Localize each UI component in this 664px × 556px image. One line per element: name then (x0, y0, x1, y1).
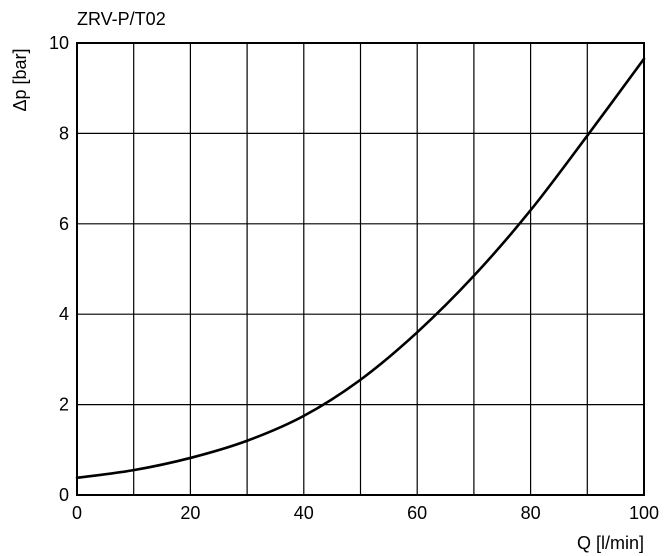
y-tick-label: 4 (59, 304, 69, 324)
grid-lines (77, 43, 644, 495)
y-axis-label: Δp [bar] (10, 48, 30, 111)
chart-title: ZRV-P/T02 (77, 9, 166, 29)
series-line (75, 57, 646, 480)
x-tick-label: 0 (72, 503, 82, 523)
x-tick-label: 60 (407, 503, 427, 523)
x-tick-label: 80 (521, 503, 541, 523)
y-tick-labels: 0 2 4 6 8 10 (49, 33, 69, 505)
x-tick-label: 100 (629, 503, 659, 523)
x-tick-label: 20 (180, 503, 200, 523)
y-tick-label: 10 (49, 33, 69, 53)
y-tick-label: 8 (59, 123, 69, 143)
x-axis-label: Q [l/min] (577, 533, 644, 553)
y-tick-label: 6 (59, 214, 69, 234)
plot-frame (76, 42, 645, 496)
y-tick-label: 0 (59, 485, 69, 505)
x-tick-labels: 0 20 40 60 80 100 (72, 503, 659, 523)
x-tick-label: 40 (294, 503, 314, 523)
y-tick-label: 2 (59, 395, 69, 415)
